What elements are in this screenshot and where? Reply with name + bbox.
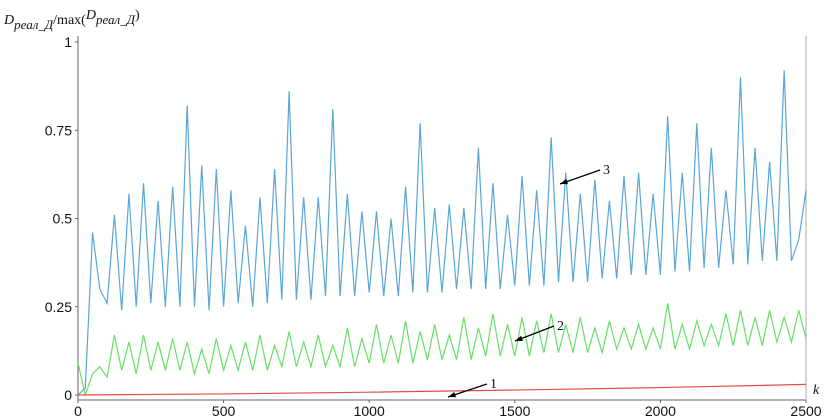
- x-axis-label: k: [813, 383, 820, 398]
- y-axis-label: Dреал_Д/max(Dреал_Д): [3, 8, 140, 32]
- annotation-label: 2: [557, 319, 564, 334]
- annotation-arrowhead: [448, 392, 456, 398]
- annotation-arrowhead: [560, 178, 568, 185]
- y-axis-label-part: /max(: [53, 13, 86, 28]
- y-tick-label: 0.75: [45, 122, 72, 138]
- x-tick-label: 2000: [645, 403, 676, 419]
- x-tick-label: 0: [74, 403, 82, 419]
- y-axis-label-part: реал_Д: [95, 12, 136, 27]
- annotation-arrowhead: [515, 335, 523, 341]
- x-tick-label: 1500: [499, 403, 530, 419]
- x-tick-label: 2500: [790, 403, 821, 419]
- annotation-label: 3: [603, 163, 610, 178]
- y-axis-label-part: D: [85, 8, 96, 23]
- annotation-label: 1: [490, 377, 497, 392]
- data-line: [77, 70, 807, 396]
- x-tick-label: 1000: [354, 403, 385, 419]
- data-line: [77, 303, 807, 398]
- y-tick-label: 0: [64, 387, 72, 403]
- y-axis-label-part: D: [3, 13, 14, 28]
- y-axis-label-part: ): [135, 8, 140, 23]
- y-tick-label: 0.5: [53, 211, 73, 227]
- y-tick-label: 1: [64, 34, 72, 50]
- data-line: [77, 383, 807, 396]
- y-tick-label: 0.25: [45, 299, 72, 315]
- y-axis-label-part: реал_Д: [13, 17, 54, 32]
- x-tick-label: 500: [212, 403, 236, 419]
